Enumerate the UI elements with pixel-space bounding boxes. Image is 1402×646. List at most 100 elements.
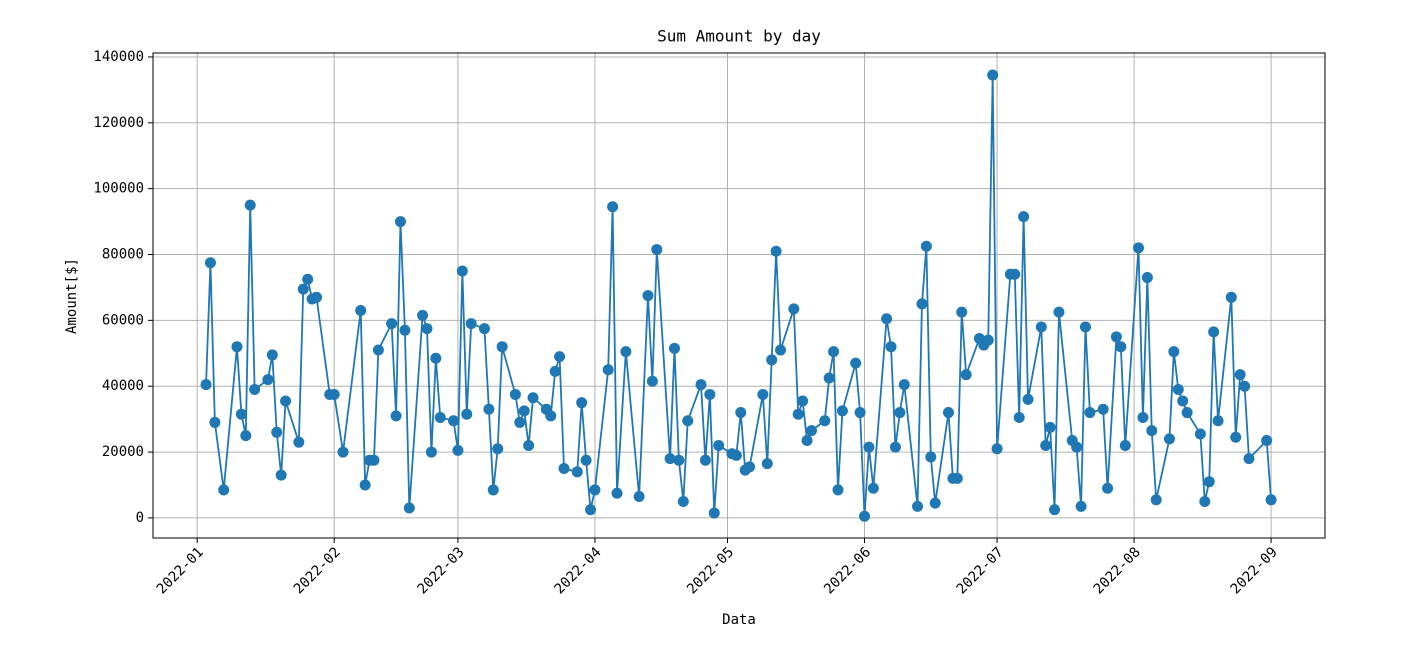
y-tick-label: 100000 [93, 181, 144, 197]
data-point [275, 469, 287, 481]
data-point [509, 388, 521, 400]
y-tick-label: 120000 [93, 115, 144, 131]
data-point [1230, 431, 1242, 443]
data-point [912, 500, 924, 512]
data-point [682, 415, 694, 427]
data-point [867, 482, 879, 494]
data-point [620, 346, 632, 358]
data-point [633, 491, 645, 503]
x-tick-label: 2022-02 [291, 544, 344, 597]
data-point [1199, 495, 1211, 507]
data-point [200, 379, 212, 391]
data-point [942, 407, 954, 419]
data-point [262, 374, 274, 386]
data-point [744, 461, 756, 473]
data-point [916, 298, 928, 310]
data-point [496, 341, 508, 353]
data-point [651, 244, 663, 256]
data-point [1071, 441, 1083, 453]
data-point [571, 466, 583, 478]
data-point [766, 354, 778, 366]
data-point [775, 344, 787, 356]
y-tick-label: 40000 [102, 378, 144, 394]
data-point [735, 407, 747, 419]
data-point [452, 444, 464, 456]
data-point [235, 408, 247, 420]
data-point [585, 504, 597, 516]
data-point [1177, 395, 1189, 407]
y-tick-label: 20000 [102, 444, 144, 460]
data-point [558, 463, 570, 475]
data-point [271, 426, 283, 438]
data-point [266, 349, 278, 361]
data-point [1013, 411, 1025, 423]
data-point [854, 407, 866, 419]
data-point [713, 439, 725, 451]
data-point [920, 240, 932, 252]
data-point [664, 453, 676, 465]
data-point [240, 430, 252, 442]
data-point [987, 69, 999, 81]
data-point [249, 384, 261, 396]
data-point [465, 318, 477, 330]
data-point [580, 454, 592, 466]
data-point [328, 388, 340, 400]
data-point [646, 375, 658, 387]
data-point [1146, 425, 1158, 437]
data-point [677, 495, 689, 507]
data-point [1102, 482, 1114, 494]
data-point [394, 216, 406, 228]
data-point [297, 283, 309, 295]
data-point [929, 497, 941, 509]
data-point [231, 341, 243, 353]
data-point [293, 436, 305, 448]
data-point [881, 313, 893, 325]
data-point [1119, 439, 1131, 451]
data-point [337, 446, 349, 458]
data-point [209, 416, 221, 428]
x-tick-label: 2022-06 [821, 544, 874, 597]
x-tick-label: 2022-05 [684, 544, 737, 597]
x-tick-label: 2022-07 [954, 544, 1007, 597]
data-point [960, 369, 972, 381]
data-point [805, 425, 817, 437]
data-point [1040, 439, 1052, 451]
data-point [1163, 433, 1175, 445]
data-point [461, 408, 473, 420]
data-point [1141, 272, 1153, 284]
data-point [761, 458, 773, 470]
data-point [456, 265, 468, 277]
data-point [611, 487, 623, 499]
data-point [1181, 407, 1193, 419]
data-point [668, 342, 680, 354]
data-point [527, 392, 539, 404]
data-point [889, 441, 901, 453]
data-point [448, 415, 460, 427]
data-point [1049, 504, 1061, 516]
data-point [368, 454, 380, 466]
data-point [673, 454, 685, 466]
data-line [205, 75, 1272, 517]
data-point [757, 388, 769, 400]
data-point [695, 379, 707, 391]
data-point [1194, 428, 1206, 440]
y-tick-label: 60000 [102, 312, 144, 328]
data-point [1115, 341, 1127, 353]
data-point [1075, 500, 1087, 512]
data-point [589, 484, 601, 496]
data-point [359, 479, 371, 491]
data-point [1079, 321, 1091, 333]
data-point [819, 415, 831, 427]
data-point [1097, 403, 1109, 415]
data-point [602, 364, 614, 376]
data-point [1168, 346, 1180, 358]
data-point [1110, 331, 1122, 343]
data-point [390, 410, 402, 422]
data-point [355, 304, 367, 316]
data-point [1212, 415, 1224, 427]
data-point [991, 443, 1003, 455]
plot-frame [152, 52, 1326, 539]
data-point [1208, 326, 1220, 338]
data-point [1234, 369, 1246, 381]
